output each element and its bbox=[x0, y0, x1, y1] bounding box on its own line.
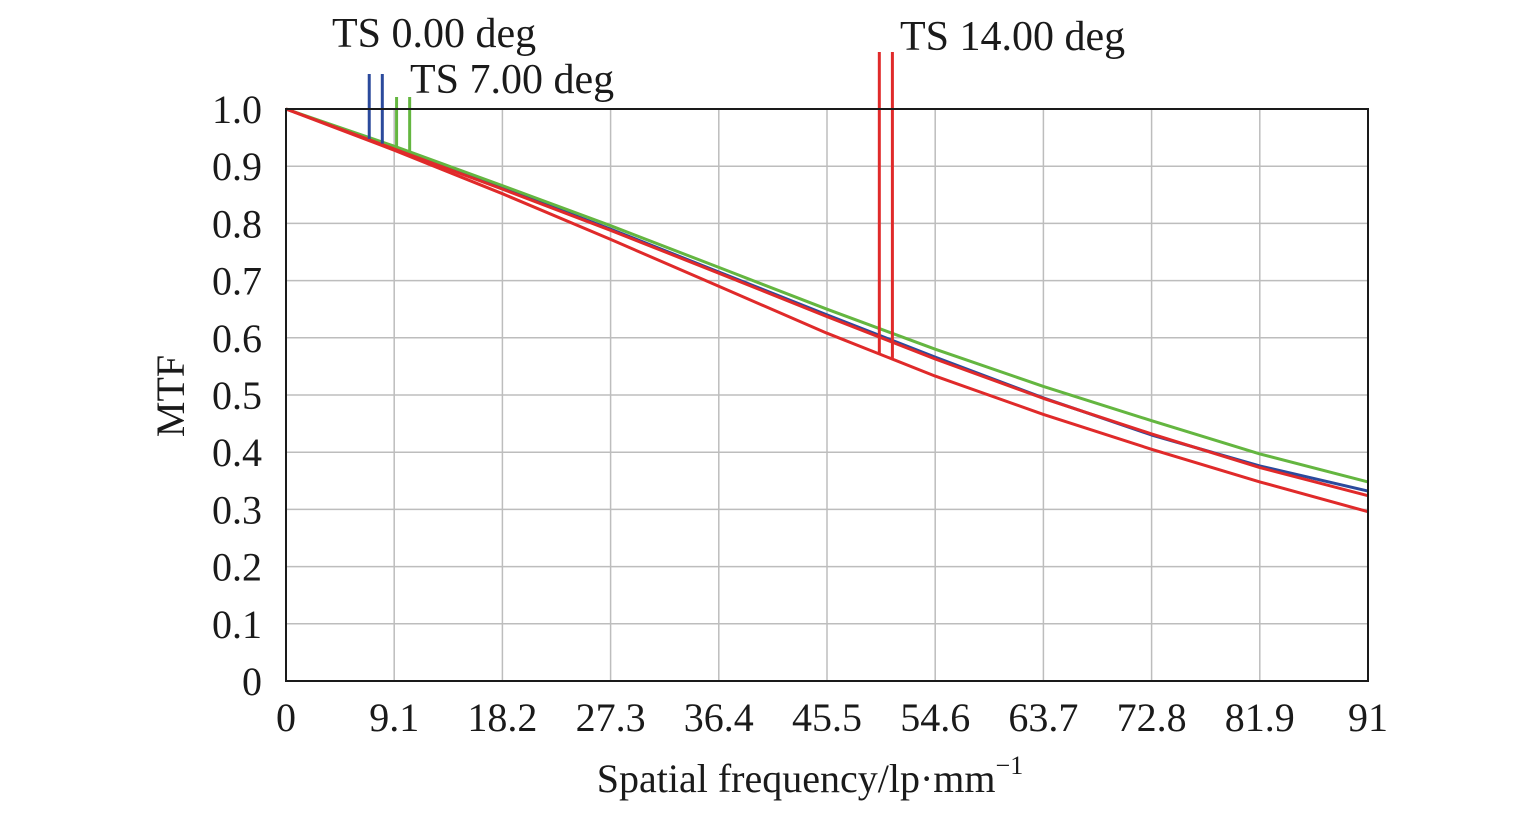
x-tick-label-1: 9.1 bbox=[369, 695, 419, 740]
y-tick-label-8: 0.8 bbox=[212, 201, 262, 246]
y-tick-label-3: 0.3 bbox=[212, 487, 262, 532]
field-label-2: TS 14.00 deg bbox=[900, 14, 1125, 60]
plot-frame bbox=[285, 108, 1369, 682]
field-label-0: TS 0.00 deg bbox=[332, 11, 536, 57]
x-tick-label-0: 0 bbox=[276, 695, 296, 740]
x-tick-label-10: 91 bbox=[1348, 695, 1388, 740]
series-line-1 bbox=[285, 107, 1369, 484]
y-tick-label-4: 0.4 bbox=[212, 430, 262, 475]
x-tick-label-6: 54.6 bbox=[900, 695, 970, 740]
y-tick-label-5: 0.5 bbox=[212, 373, 262, 418]
y-axis-title: MTF bbox=[148, 355, 193, 437]
y-tick-label-2: 0.2 bbox=[212, 545, 262, 590]
x-tick-label-9: 81.9 bbox=[1225, 695, 1295, 740]
x-axis-title: Spatial frequency/lp·mm−1 bbox=[597, 751, 1023, 801]
x-tick-label-3: 27.3 bbox=[576, 695, 646, 740]
x-tick-label-4: 36.4 bbox=[684, 695, 754, 740]
grid bbox=[285, 108, 1369, 682]
series-lines bbox=[285, 107, 1369, 514]
y-tick-labels: 0 0.1 0.2 0.3 0.4 0.5 0.6 0.7 0.8 0.9 1.0 bbox=[212, 87, 262, 704]
x-tick-label-2: 18.2 bbox=[467, 695, 537, 740]
y-tick-label-6: 0.6 bbox=[212, 316, 262, 361]
x-tick-labels: 0 9.1 18.2 27.3 36.4 45.5 54.6 63.7 72.8 81.9 91 bbox=[276, 695, 1388, 740]
y-tick-label-9: 0.9 bbox=[212, 144, 262, 189]
y-tick-label-1: 0.1 bbox=[212, 602, 262, 647]
field-markers bbox=[367, 52, 894, 359]
y-tick-label-10: 1.0 bbox=[212, 87, 262, 132]
series-line-3 bbox=[285, 107, 1369, 514]
x-axis-title-superscript: −1 bbox=[996, 751, 1024, 780]
x-tick-label-5: 45.5 bbox=[792, 695, 862, 740]
field-label-1: TS 7.00 deg bbox=[410, 57, 614, 103]
x-axis-title-main: Spatial frequency/lp·mm bbox=[597, 756, 996, 801]
series-line-2 bbox=[285, 107, 1369, 498]
y-tick-label-7: 0.7 bbox=[212, 259, 262, 304]
x-tick-label-7: 63.7 bbox=[1008, 695, 1078, 740]
y-tick-label-0: 0 bbox=[242, 659, 262, 704]
x-tick-label-8: 72.8 bbox=[1117, 695, 1187, 740]
